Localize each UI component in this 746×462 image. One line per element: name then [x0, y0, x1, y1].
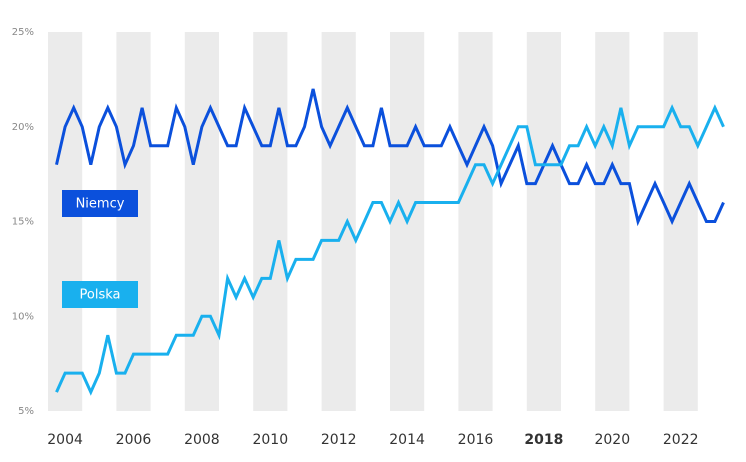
x-tick-label: 2020 — [594, 432, 630, 448]
x-tick-label: 2016 — [458, 432, 494, 448]
year-band — [116, 32, 151, 411]
x-tick-label: 2004 — [47, 432, 83, 448]
year-band — [526, 32, 561, 411]
series-line — [55, 88, 725, 227]
series-line — [55, 104, 725, 396]
x-tick-label: 2012 — [321, 432, 357, 448]
x-tick-label: 2022 — [663, 432, 699, 448]
y-tick-label: 25% — [12, 27, 34, 38]
x-tick-label: 2010 — [252, 432, 288, 448]
year-band — [663, 32, 698, 411]
x-tick-label: 2008 — [184, 432, 220, 448]
background-bands — [48, 32, 698, 411]
year-band — [184, 32, 219, 411]
legend-label: Niemcy — [76, 197, 125, 212]
y-tick-label: 20% — [12, 122, 34, 133]
year-band — [48, 32, 83, 411]
year-band — [253, 32, 288, 411]
legend-label: Polska — [80, 288, 121, 303]
legend-swatch — [62, 281, 138, 308]
year-band — [458, 32, 493, 411]
year-band — [595, 32, 630, 411]
x-tick-label: 2006 — [116, 432, 152, 448]
x-tick-label: 2018 — [524, 432, 563, 448]
y-tick-label: 5% — [18, 406, 34, 417]
x-tick-label: 2014 — [389, 432, 425, 448]
y-tick-label: 15% — [12, 217, 34, 228]
legend-swatch — [62, 190, 138, 217]
year-band — [321, 32, 356, 411]
y-tick-label: 10% — [12, 311, 34, 322]
